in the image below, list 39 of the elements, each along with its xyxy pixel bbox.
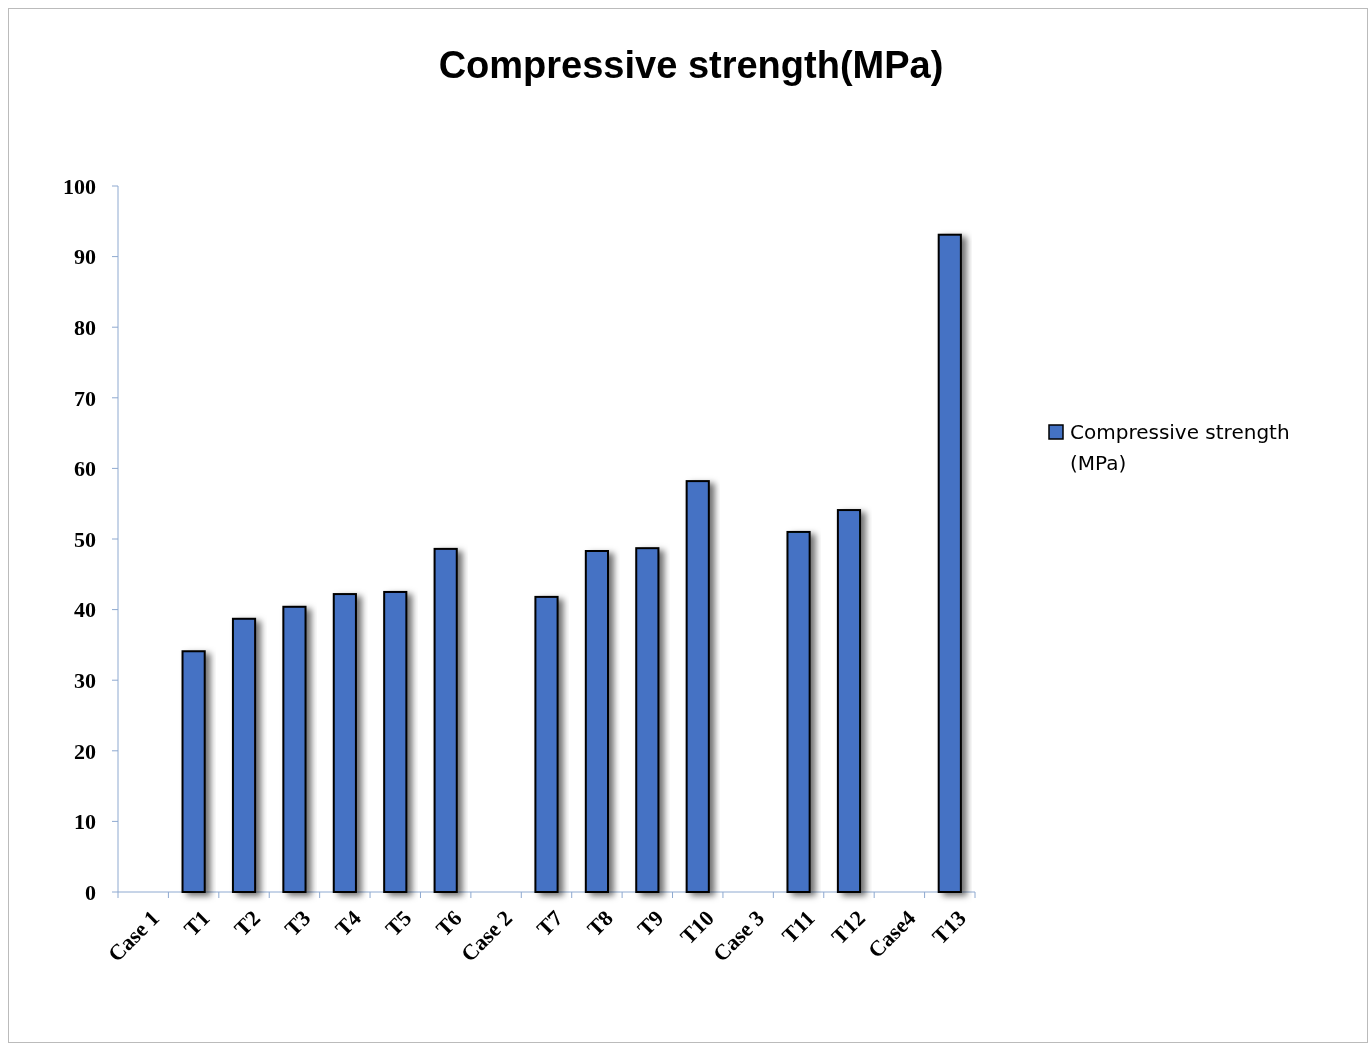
y-tick-label: 40 — [74, 597, 96, 623]
y-tick-label: 80 — [74, 314, 96, 340]
bar — [332, 593, 357, 893]
y-tick-label: 10 — [74, 809, 96, 835]
x-tick-label: T9 — [632, 905, 669, 942]
x-tick-label: T6 — [430, 905, 467, 942]
x-tick-label: T4 — [329, 905, 366, 942]
y-tick-label: 70 — [74, 385, 96, 411]
bar — [383, 590, 408, 893]
x-tick-label: T8 — [582, 905, 618, 942]
y-tick-label: 50 — [74, 526, 96, 552]
x-tick-label: T7 — [531, 905, 568, 942]
y-tick-label: 0 — [85, 879, 96, 905]
bar — [534, 595, 559, 893]
y-tick-label: 20 — [74, 738, 96, 764]
x-tick-label: T1 — [178, 905, 215, 942]
bar — [786, 530, 811, 893]
bar — [937, 233, 962, 893]
bar — [282, 605, 307, 893]
bar — [181, 650, 206, 893]
bar — [584, 550, 609, 893]
bar — [836, 509, 862, 893]
x-tick-label: T13 — [927, 905, 971, 949]
bar — [433, 547, 458, 893]
bar — [231, 617, 257, 893]
x-tick-label: T2 — [229, 905, 266, 942]
bar — [635, 547, 660, 893]
y-tick-label: 30 — [74, 667, 96, 693]
legend-label: Compressive strength (MPa) — [1070, 420, 1290, 475]
y-tick-label: 90 — [74, 244, 96, 270]
y-tick-label: 100 — [63, 173, 96, 199]
x-tick-label: T11 — [776, 905, 820, 949]
x-tick-label: T5 — [380, 905, 417, 942]
y-tick-label: 60 — [74, 456, 96, 482]
x-tick-label: T12 — [826, 905, 870, 949]
chart-title: Compressive strength(MPa) — [438, 44, 944, 86]
bar — [685, 480, 710, 893]
x-tick-label: T3 — [279, 905, 316, 942]
x-tick-label: Case 1 — [102, 905, 165, 967]
